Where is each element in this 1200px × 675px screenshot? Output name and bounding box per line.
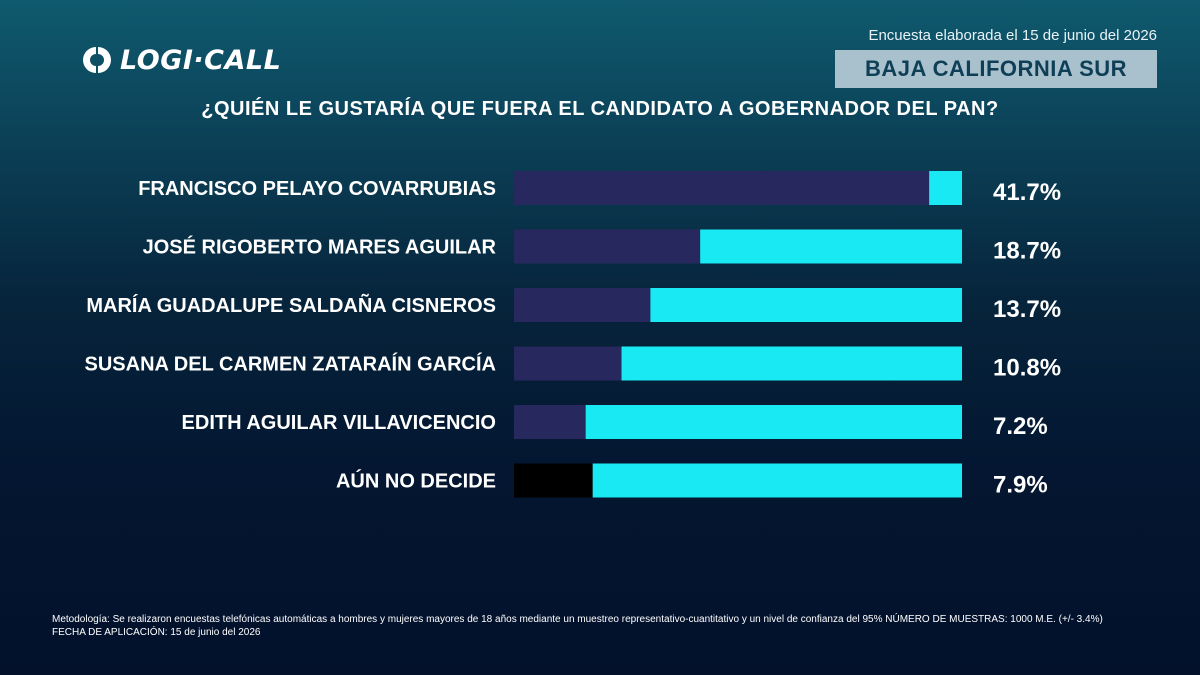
bar [514, 405, 586, 439]
data-label: 18.7% [993, 238, 1061, 265]
data-label: 7.2% [993, 413, 1048, 440]
category-label: SUSANA DEL CARMEN ZATARAÍN GARCÍA [85, 353, 496, 376]
bar [514, 463, 593, 498]
category-label: MARÍA GUADALUPE SALDAÑA CISNEROS [86, 294, 496, 317]
data-label: 10.8% [993, 355, 1061, 382]
logicall-logo-icon [83, 47, 111, 73]
logo-text: LOGI·CALL [120, 44, 282, 76]
data-label: 13.7% [993, 296, 1061, 323]
category-label: AÚN NO DECIDE [336, 469, 496, 493]
methodology-text: Metodología: Se realizaron encuestas tel… [52, 614, 1103, 625]
application-date: FECHA DE APLICACIÓN: 15 de junio del 202… [52, 627, 261, 638]
data-label: 41.7% [993, 179, 1061, 206]
bar [514, 346, 622, 381]
category-label: JOSÉ RIGOBERTO MARES AGUILAR [143, 236, 497, 259]
bar [514, 171, 930, 205]
bar [514, 288, 651, 322]
logo: LOGI·CALL [82, 42, 281, 78]
category-label: EDITH AGUILAR VILLAVICENCIO [182, 412, 496, 434]
category-label: FRANCISCO PELAYO COVARRUBIAS [138, 178, 496, 200]
bar-track [514, 405, 962, 439]
survey-date: Encuesta elaborada el 15 de junio del 20… [868, 27, 1157, 44]
chart-title: ¿QUIÉN LE GUSTARÍA QUE FUERA EL CANDIDAT… [201, 98, 999, 120]
bar [514, 229, 701, 264]
region-badge: BAJA CALIFORNIA SUR [835, 50, 1157, 88]
methodology-note: Metodología: Se realizaron encuestas tel… [52, 613, 1162, 639]
data-label: 7.9% [993, 472, 1048, 499]
